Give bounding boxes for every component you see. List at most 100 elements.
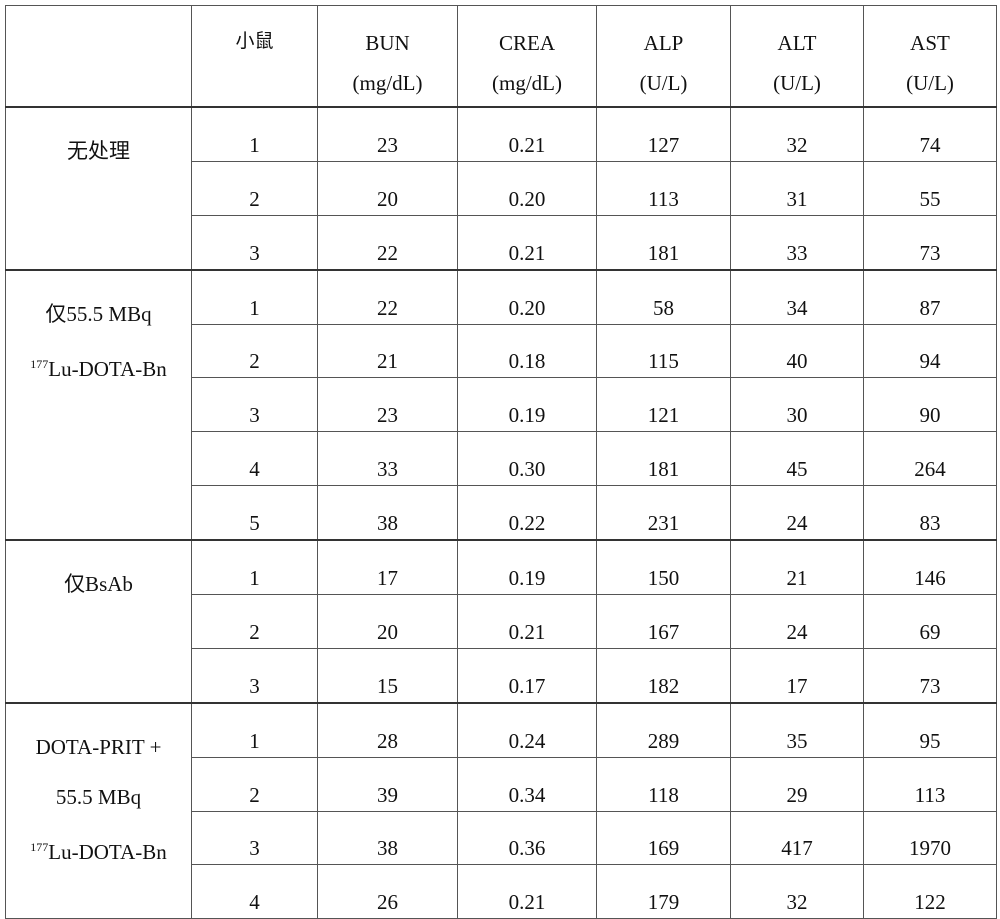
table-cell: 0.20 — [458, 161, 597, 215]
header-mouse-label: 小鼠 — [192, 26, 317, 53]
table-cell: 20 — [318, 161, 458, 215]
header-unit: (U/L) — [597, 68, 730, 98]
table-cell: 0.17 — [458, 648, 597, 702]
table-cell: 1 — [192, 270, 318, 324]
header-name: AST — [864, 18, 996, 68]
blood-chemistry-table: 小鼠BUN(mg/dL)CREA(mg/dL)ALP(U/L)ALT(U/L)A… — [5, 5, 997, 919]
table-cell: 1 — [192, 107, 318, 161]
table-cell: 0.22 — [458, 486, 597, 540]
table-cell: 0.21 — [458, 107, 597, 161]
table-cell: 83 — [864, 486, 997, 540]
table-cell: 231 — [597, 486, 731, 540]
table-cell: 3 — [192, 648, 318, 702]
table-cell: 0.18 — [458, 324, 597, 378]
table-cell: 0.34 — [458, 757, 597, 811]
table-cell: 58 — [597, 270, 731, 324]
header-name: CREA — [458, 18, 596, 68]
table-cell: 1 — [192, 540, 318, 594]
table-cell: 30 — [731, 378, 864, 432]
table-cell: 0.30 — [458, 432, 597, 486]
table-cell: 3 — [192, 811, 318, 865]
table-cell: 94 — [864, 324, 997, 378]
header-alt: ALT(U/L) — [731, 6, 864, 108]
table-cell: 15 — [318, 648, 458, 702]
table-cell: 24 — [731, 595, 864, 649]
table-cell: 169 — [597, 811, 731, 865]
table-cell: 34 — [731, 270, 864, 324]
header-unit: (mg/dL) — [318, 68, 457, 98]
group-label-line: 55.5 MBq — [6, 772, 191, 822]
table-cell: 23 — [318, 107, 458, 161]
table-cell: 31 — [731, 161, 864, 215]
table-row: DOTA-PRIT +55.5 MBq177Lu-DOTA-Bn1280.242… — [6, 703, 997, 757]
table-cell: 23 — [318, 378, 458, 432]
table-cell: 39 — [318, 757, 458, 811]
table-row: 仅BsAb1170.1915021146 — [6, 540, 997, 594]
table-cell: 2 — [192, 757, 318, 811]
table-cell: 32 — [731, 865, 864, 919]
table-cell: 21 — [318, 324, 458, 378]
table-cell: 33 — [731, 215, 864, 269]
table-cell: 0.20 — [458, 270, 597, 324]
table-cell: 73 — [864, 648, 997, 702]
table-cell: 87 — [864, 270, 997, 324]
table-cell: 2 — [192, 595, 318, 649]
table-cell: 69 — [864, 595, 997, 649]
table-cell: 20 — [318, 595, 458, 649]
table-cell: 32 — [731, 107, 864, 161]
table-cell: 45 — [731, 432, 864, 486]
header-name: ALT — [731, 18, 863, 68]
table-cell: 3 — [192, 378, 318, 432]
group-label-line: 无处理 — [6, 126, 191, 176]
table-cell: 146 — [864, 540, 997, 594]
table-cell: 179 — [597, 865, 731, 919]
group-label-line: 仅55.5 MBq — [6, 289, 191, 339]
table-cell: 26 — [318, 865, 458, 919]
table-cell: 118 — [597, 757, 731, 811]
table-cell: 1 — [192, 703, 318, 757]
table-cell: 38 — [318, 486, 458, 540]
header-bun: BUN(mg/dL) — [318, 6, 458, 108]
table-cell: 417 — [731, 811, 864, 865]
table-cell: 150 — [597, 540, 731, 594]
header-blank — [6, 6, 192, 108]
header-ast: AST(U/L) — [864, 6, 997, 108]
table-cell: 113 — [597, 161, 731, 215]
table-cell: 73 — [864, 215, 997, 269]
header-row: 小鼠BUN(mg/dL)CREA(mg/dL)ALP(U/L)ALT(U/L)A… — [6, 6, 997, 108]
table-cell: 2 — [192, 324, 318, 378]
table-cell: 29 — [731, 757, 864, 811]
group-label: 仅BsAb — [6, 540, 192, 703]
table-cell: 17 — [318, 540, 458, 594]
table-cell: 33 — [318, 432, 458, 486]
table-cell: 115 — [597, 324, 731, 378]
table-cell: 264 — [864, 432, 997, 486]
table-cell: 0.36 — [458, 811, 597, 865]
table-cell: 38 — [318, 811, 458, 865]
group-label-line: 177Lu-DOTA-Bn — [6, 339, 191, 394]
header-mouse: 小鼠 — [192, 6, 318, 108]
table-cell: 0.21 — [458, 595, 597, 649]
table-cell: 181 — [597, 432, 731, 486]
group-label-line: 177Lu-DOTA-Bn — [6, 822, 191, 877]
table-cell: 0.24 — [458, 703, 597, 757]
table-cell: 74 — [864, 107, 997, 161]
table-cell: 1970 — [864, 811, 997, 865]
table-cell: 95 — [864, 703, 997, 757]
table-cell: 24 — [731, 486, 864, 540]
table-cell: 127 — [597, 107, 731, 161]
table-cell: 40 — [731, 324, 864, 378]
table-cell: 4 — [192, 432, 318, 486]
table-row: 仅55.5 MBq177Lu-DOTA-Bn1220.20583487 — [6, 270, 997, 324]
header-name: BUN — [318, 18, 457, 68]
group-label-line: DOTA-PRIT + — [6, 722, 191, 772]
header-unit: (mg/dL) — [458, 68, 596, 98]
table-cell: 22 — [318, 270, 458, 324]
table-cell: 55 — [864, 161, 997, 215]
table-cell: 22 — [318, 215, 458, 269]
table-cell: 181 — [597, 215, 731, 269]
header-unit: (U/L) — [731, 68, 863, 98]
header-unit: (U/L) — [864, 68, 996, 98]
group-label: 无处理 — [6, 107, 192, 270]
table-cell: 122 — [864, 865, 997, 919]
